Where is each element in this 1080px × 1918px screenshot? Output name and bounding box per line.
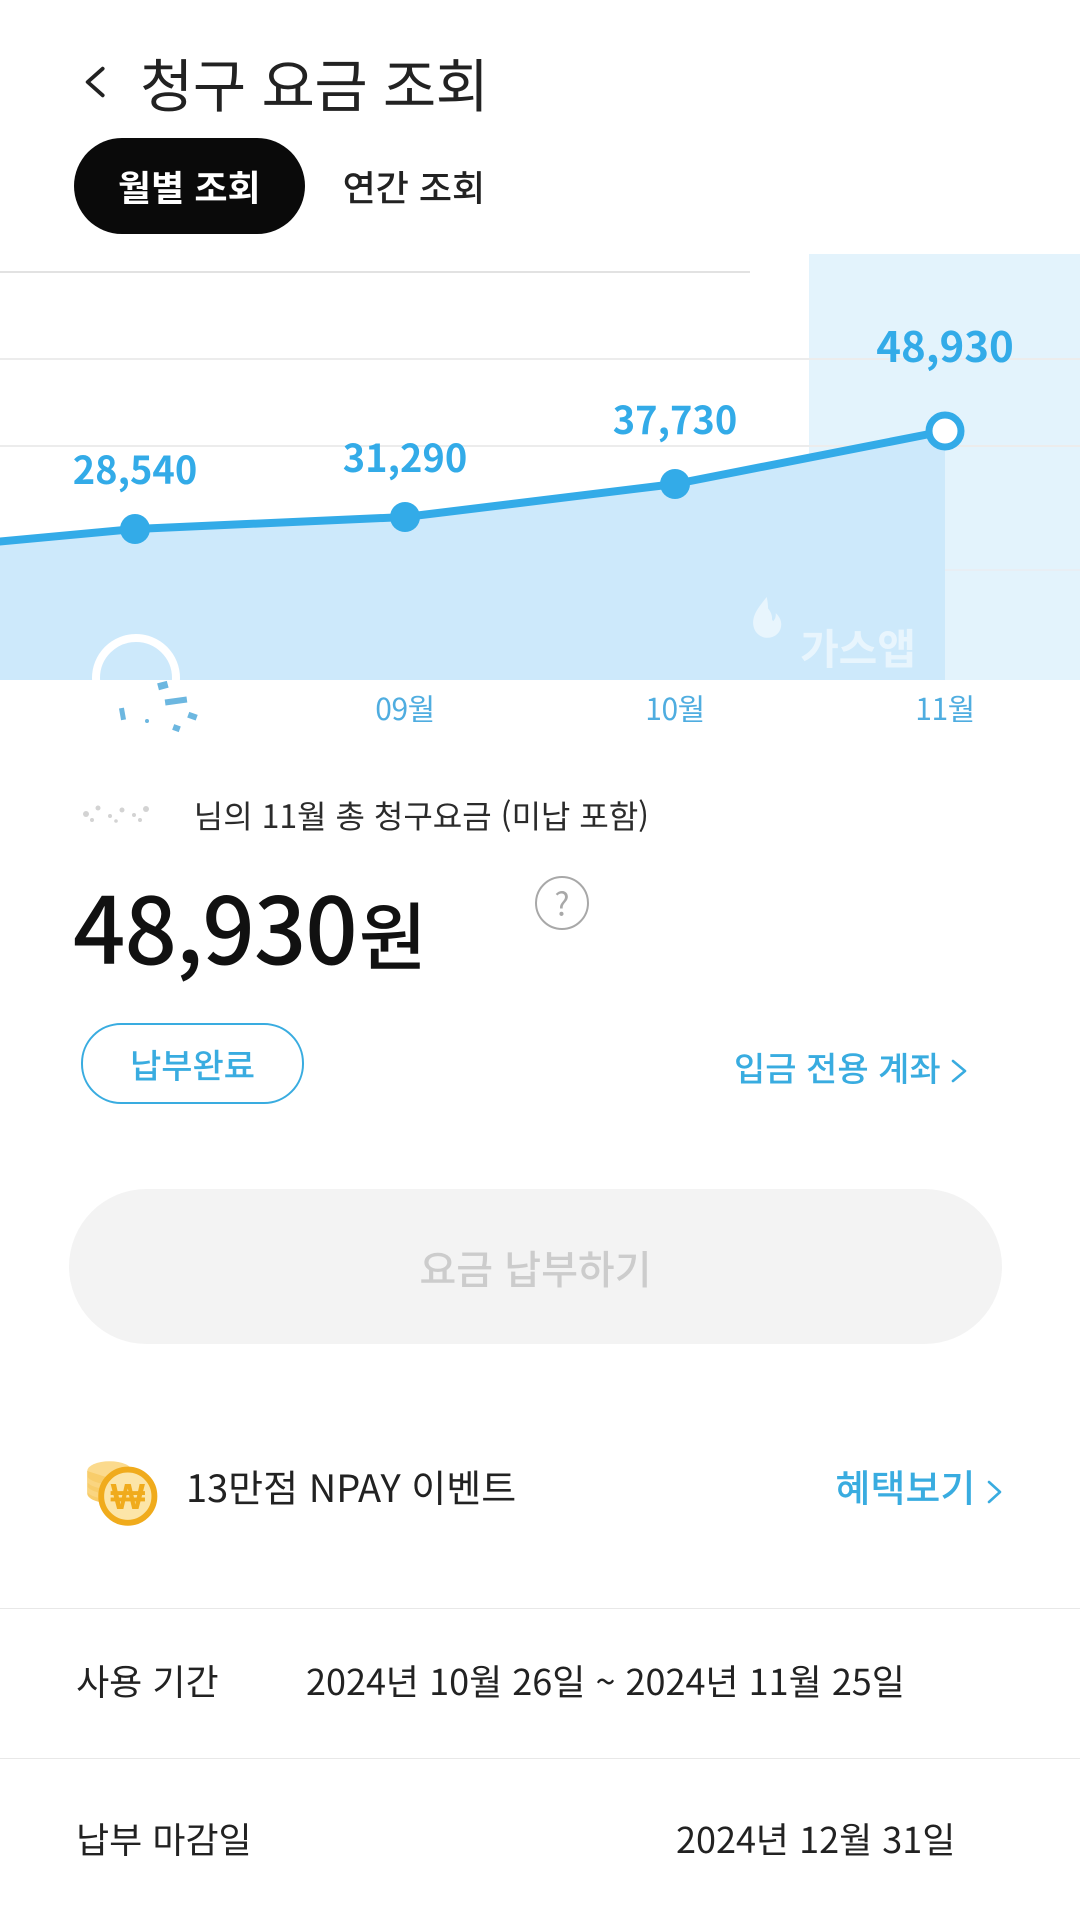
svg-text:37,730: 37,730 bbox=[613, 390, 738, 445]
svg-text:가스앱: 가스앱 bbox=[800, 616, 916, 677]
svg-text:31,290: 31,290 bbox=[343, 428, 468, 483]
svg-text:₩: ₩ bbox=[111, 1476, 146, 1517]
svg-text:48,930: 48,930 bbox=[876, 314, 1014, 375]
svg-text:28,540: 28,540 bbox=[73, 440, 198, 495]
